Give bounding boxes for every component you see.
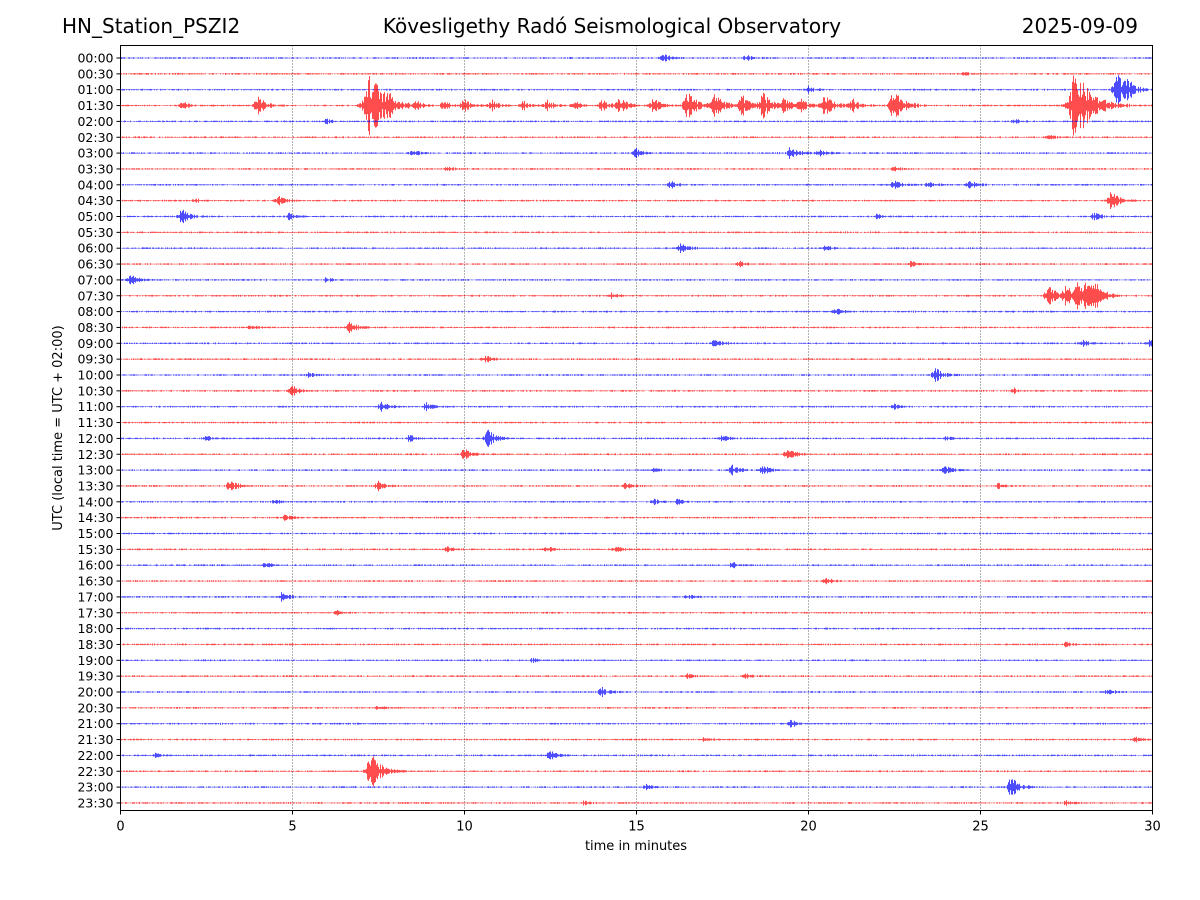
trace-1600 xyxy=(120,562,1153,569)
trace-2300 xyxy=(120,779,1153,795)
y-tick-label: 23:00 xyxy=(77,780,113,795)
y-tick-label: 10:30 xyxy=(77,383,113,398)
trace-0200 xyxy=(120,118,1153,125)
y-tick-label: 12:00 xyxy=(77,431,113,446)
y-tick-label: 08:00 xyxy=(77,304,113,319)
y-tick-label: 18:00 xyxy=(77,621,113,636)
y-tick-label: 01:30 xyxy=(77,98,113,113)
y-tick-label: 00:00 xyxy=(77,51,113,66)
y-tick-label: 02:30 xyxy=(77,130,113,145)
y-tick-label: 06:30 xyxy=(77,257,113,272)
y-tick-label: 07:00 xyxy=(77,272,113,287)
x-axis-label: time in minutes xyxy=(585,839,687,854)
y-tick-label: 05:00 xyxy=(77,209,113,224)
y-tick-label: 10:00 xyxy=(77,368,113,383)
y-tick-label: 00:30 xyxy=(77,66,113,81)
y-tick-label: 21:30 xyxy=(77,732,113,747)
trace-1500 xyxy=(120,532,1153,535)
trace-1930 xyxy=(120,673,1153,679)
y-tick-label: 16:00 xyxy=(77,558,113,573)
y-tick-label: 20:00 xyxy=(77,685,113,700)
observatory-title: Kövesligethy Radó Seismological Observat… xyxy=(382,14,842,38)
y-axis-label: UTC (local time = UTC + 02:00) xyxy=(51,325,66,530)
x-tick-label: 10 xyxy=(456,820,473,835)
y-tick-label: 15:30 xyxy=(77,542,113,557)
y-tick-label: 13:30 xyxy=(77,478,113,493)
x-tick-label: 25 xyxy=(972,820,989,835)
y-tick-label: 11:00 xyxy=(77,399,113,414)
y-tick-label: 19:00 xyxy=(77,653,113,668)
y-tick-label: 12:30 xyxy=(77,447,113,462)
station-name: HN_Station_PSZI2 xyxy=(62,14,241,38)
trace-0300 xyxy=(120,147,1153,159)
x-tick-label: 15 xyxy=(628,820,645,835)
y-tick-label: 05:30 xyxy=(77,225,113,240)
y-tick-label: 21:00 xyxy=(77,716,113,731)
y-tick-label: 08:30 xyxy=(77,320,113,335)
trace-0400 xyxy=(120,180,1153,189)
y-tick-label: 03:30 xyxy=(77,161,113,176)
y-tick-label: 09:30 xyxy=(77,352,113,367)
y-tick-label: 13:00 xyxy=(77,463,113,478)
trace-1200 xyxy=(120,429,1153,447)
y-tick-label: 19:30 xyxy=(77,669,113,684)
trace-0330 xyxy=(120,166,1153,172)
trace-1730 xyxy=(120,610,1153,616)
trace-0000 xyxy=(120,54,1153,62)
trace-1400 xyxy=(120,498,1153,505)
y-axis-ticks: 00:0000:3001:0001:3002:0002:3003:0003:30… xyxy=(77,51,121,810)
trace-0500 xyxy=(120,209,1153,224)
y-tick-label: 14:00 xyxy=(77,494,113,509)
x-tick-label: 30 xyxy=(1144,820,1161,835)
y-tick-label: 07:30 xyxy=(77,288,113,303)
y-tick-label: 23:30 xyxy=(77,795,113,810)
y-tick-label: 06:00 xyxy=(77,241,113,256)
trace-2200 xyxy=(120,751,1153,760)
y-tick-label: 17:30 xyxy=(77,605,113,620)
trace-2230 xyxy=(120,756,1153,787)
x-tick-label: 0 xyxy=(116,820,124,835)
x-tick-label: 20 xyxy=(800,820,817,835)
y-tick-label: 09:00 xyxy=(77,336,113,351)
y-tick-label: 20:30 xyxy=(77,700,113,715)
trace-0600 xyxy=(120,243,1153,253)
y-tick-label: 18:30 xyxy=(77,637,113,652)
y-tick-label: 22:30 xyxy=(77,764,113,779)
y-tick-label: 17:00 xyxy=(77,589,113,604)
y-tick-label: 04:00 xyxy=(77,177,113,192)
recording-date: 2025-09-09 xyxy=(1021,14,1138,38)
trace-1700 xyxy=(120,592,1153,602)
trace-1130 xyxy=(120,421,1153,424)
trace-0430 xyxy=(120,192,1153,209)
x-tick-label: 5 xyxy=(288,820,296,835)
y-tick-label: 16:30 xyxy=(77,574,113,589)
y-tick-label: 14:30 xyxy=(77,510,113,525)
y-tick-label: 02:00 xyxy=(77,114,113,129)
y-tick-label: 04:30 xyxy=(77,193,113,208)
y-tick-label: 11:30 xyxy=(77,415,113,430)
y-tick-label: 15:00 xyxy=(77,526,113,541)
y-tick-label: 01:00 xyxy=(77,82,113,97)
x-axis-ticks: 0 5 10 15 20 25 30 xyxy=(116,810,1161,835)
trace-1900 xyxy=(120,657,1153,663)
y-tick-label: 03:00 xyxy=(77,146,113,161)
vertical-gridlines xyxy=(292,45,981,811)
y-tick-label: 22:00 xyxy=(77,748,113,763)
